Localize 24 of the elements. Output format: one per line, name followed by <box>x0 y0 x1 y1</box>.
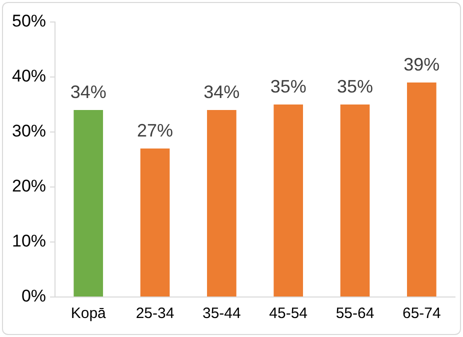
data-label: 35% <box>270 76 306 96</box>
bar <box>207 110 236 296</box>
data-label: 27% <box>137 120 174 140</box>
x-tick-label: 55-64 <box>336 305 374 322</box>
bar <box>74 110 104 296</box>
y-tick-label: 50% <box>12 12 46 31</box>
data-label: 39% <box>404 54 440 74</box>
bar <box>140 148 170 296</box>
data-label: 35% <box>336 76 374 96</box>
y-tick-label: 10% <box>12 232 46 251</box>
y-tick-label: 40% <box>12 66 46 86</box>
bar <box>274 104 304 296</box>
y-tick-label: 20% <box>12 176 46 196</box>
y-tick-label: 30% <box>12 122 46 141</box>
bar <box>407 82 436 296</box>
bar <box>340 104 370 296</box>
data-label: 34% <box>70 82 106 102</box>
x-tick-label: Kopā <box>70 305 107 322</box>
data-label: 34% <box>204 82 240 102</box>
x-tick-label: 35-44 <box>202 305 241 322</box>
y-tick-label: 0% <box>21 286 46 306</box>
x-tick-label: 45-54 <box>269 305 308 322</box>
x-tick-label: 25-34 <box>136 305 174 322</box>
x-tick-label: 65-74 <box>402 305 441 322</box>
